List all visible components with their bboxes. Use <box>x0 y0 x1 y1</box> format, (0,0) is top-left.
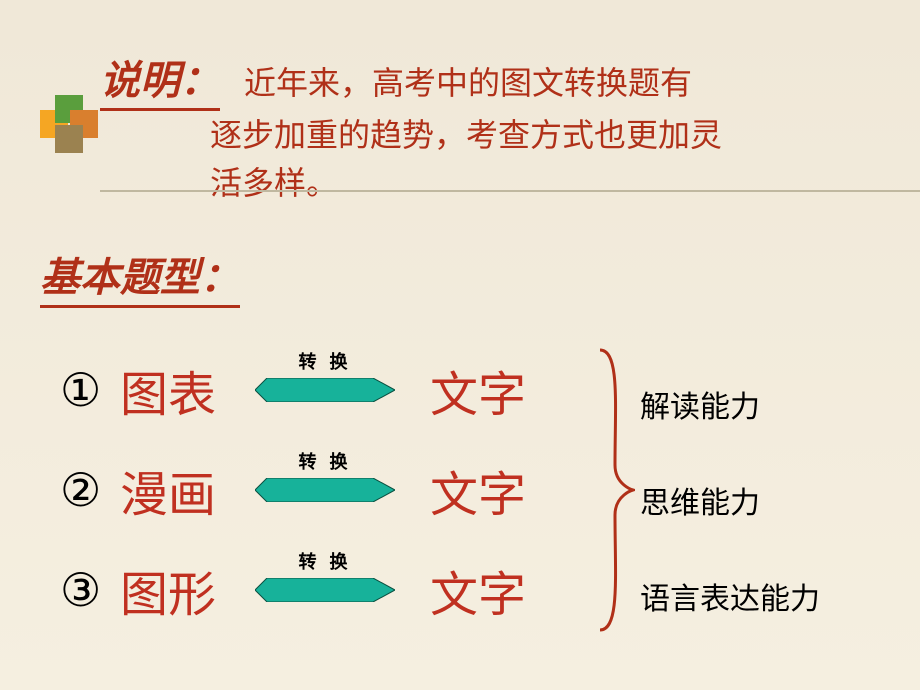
type-row: ① 图表 转 换 文字 <box>60 340 550 440</box>
type-row: ③ 图形 转 换 文字 <box>60 540 550 640</box>
arrow-label: 转 换 <box>250 348 400 374</box>
header-text-line1: 近年来，高考中的图文转换题有 <box>244 65 692 101</box>
rows-container: ① 图表 转 换 文字 ② 漫画 转 换 文字 ③ 图形 转 换 文字 <box>60 340 550 640</box>
section-title: 基本题型： <box>40 245 240 308</box>
row-source: 图表 <box>120 355 250 425</box>
ability-item: 语言表达能力 <box>640 552 820 648</box>
type-row: ② 漫画 转 换 文字 <box>60 440 550 540</box>
row-target: 文字 <box>430 555 550 625</box>
row-number: ② <box>60 463 120 517</box>
row-source: 图形 <box>120 555 250 625</box>
arrow-label: 转 换 <box>250 448 400 474</box>
convert-arrow: 转 换 <box>250 570 400 610</box>
ability-item: 解读能力 <box>640 360 820 456</box>
row-target: 文字 <box>430 355 550 425</box>
header-text-line3: 活多样。 <box>210 159 880 207</box>
convert-arrow: 转 换 <box>250 470 400 510</box>
deco-square <box>55 125 83 153</box>
header-block: 说明： 近年来，高考中的图文转换题有 逐步加重的趋势，考查方式也更加灵 活多样。 <box>100 48 880 207</box>
row-target: 文字 <box>430 455 550 525</box>
divider <box>100 190 920 192</box>
convert-arrow: 转 换 <box>250 370 400 410</box>
row-number: ① <box>60 363 120 417</box>
arrow-label: 转 换 <box>250 548 400 574</box>
header-text-line2: 逐步加重的趋势，考查方式也更加灵 <box>210 111 880 159</box>
curly-brace <box>595 345 635 635</box>
abilities-list: 解读能力思维能力语言表达能力 <box>640 360 820 648</box>
row-source: 漫画 <box>120 455 250 525</box>
header-title: 说明： <box>100 48 220 111</box>
corner-decoration <box>40 95 100 155</box>
ability-item: 思维能力 <box>640 456 820 552</box>
row-number: ③ <box>60 563 120 617</box>
